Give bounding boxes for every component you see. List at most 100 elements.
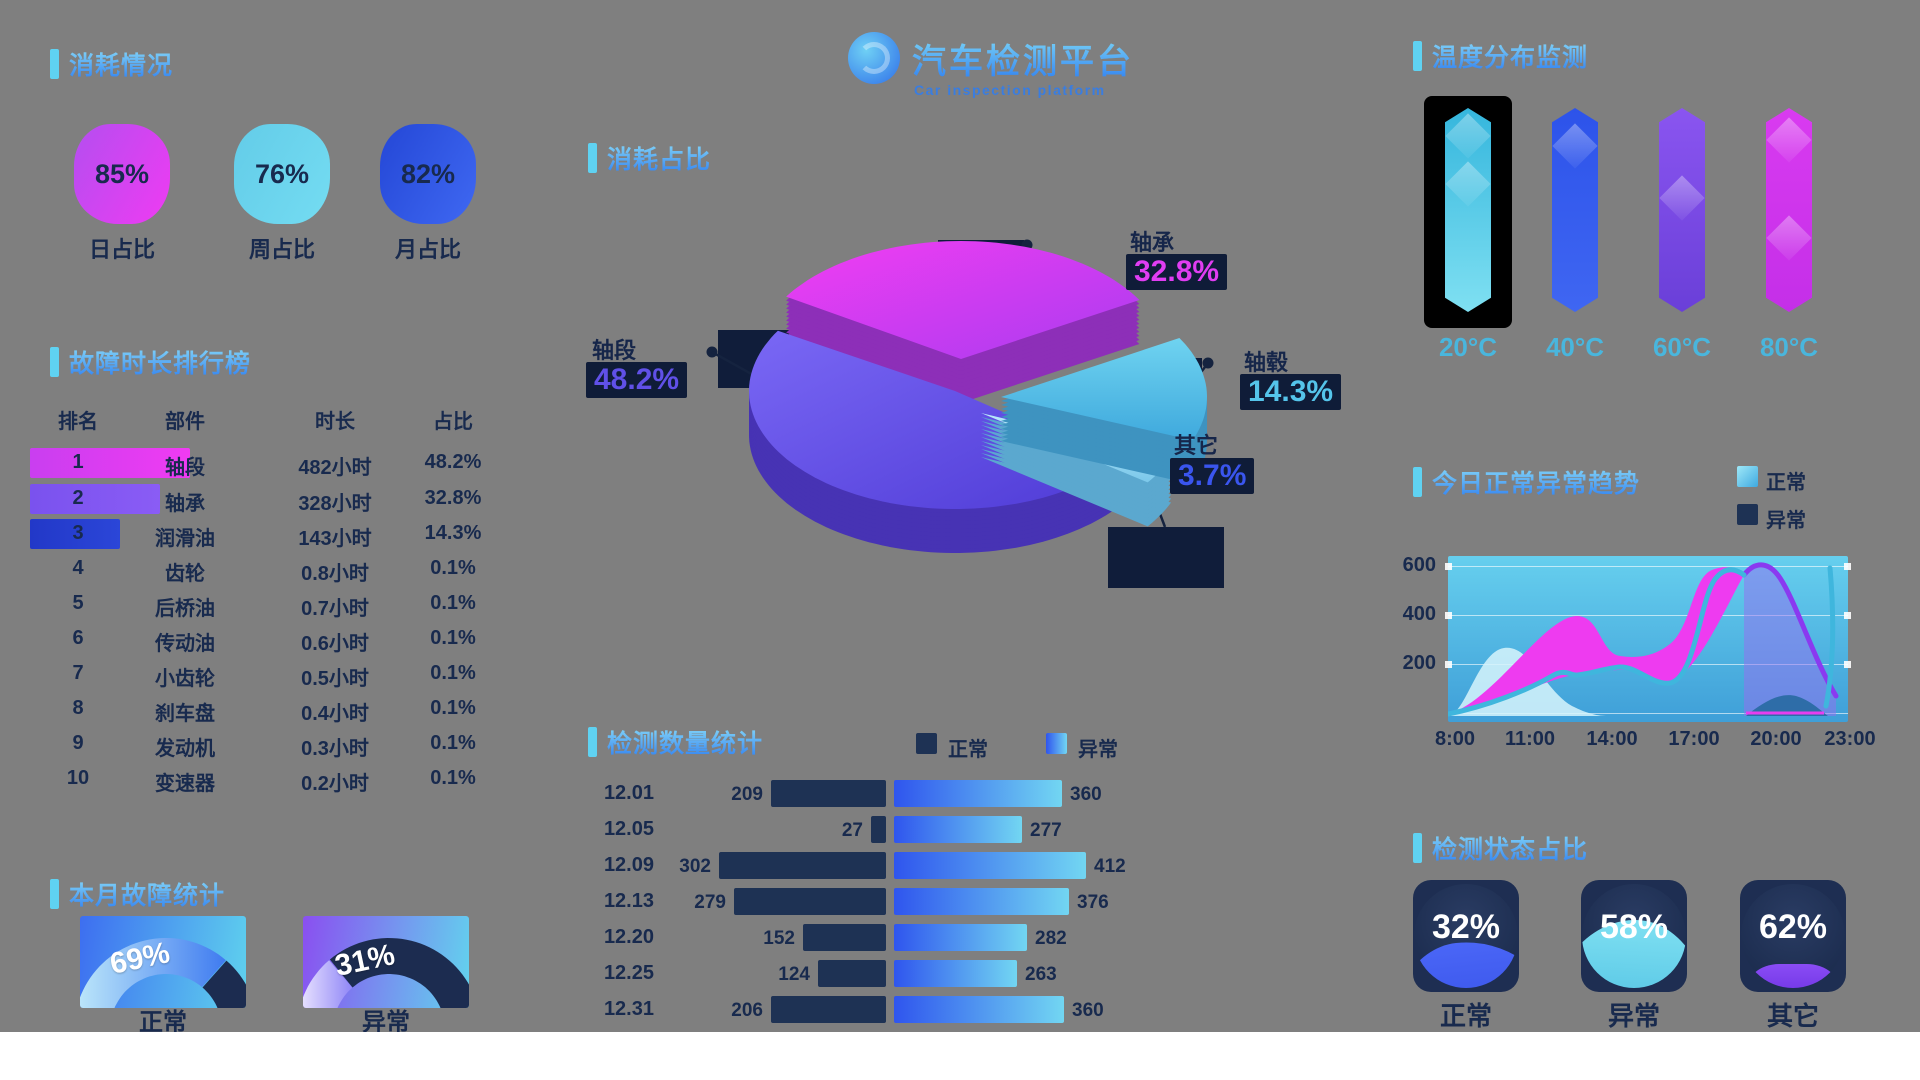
area-legend-normal: 正常	[1766, 472, 1806, 494]
area-ytick-600: 600	[1402, 554, 1436, 576]
gauge-normal-label: 正常	[139, 1009, 187, 1036]
liquid-other-value: 62%	[1758, 908, 1828, 946]
table-cell: 0.5小时	[301, 668, 369, 690]
table-cell: 0.1%	[430, 732, 476, 754]
thermo-label-60: 60°C	[1652, 332, 1712, 362]
title-tick-icon	[50, 347, 59, 377]
area-legend-abnormal: 异常	[1766, 510, 1806, 532]
liquid-abnormal-card	[1581, 880, 1687, 992]
tornado-right-value: 360	[1072, 1000, 1104, 1021]
table-cell: 8	[72, 697, 84, 719]
area-xtick: 17:00	[1668, 728, 1720, 750]
gauge-arc	[303, 938, 469, 1008]
tornado-left-bar	[771, 780, 886, 807]
rank-top3-bar	[30, 519, 120, 549]
table-cell: 0.1%	[430, 627, 476, 649]
section-liquid-title: 检测状态占比	[1413, 830, 1588, 866]
tornado-right-value: 412	[1094, 856, 1126, 877]
area-xtick: 11:00	[1504, 728, 1556, 750]
table-cell: 6	[72, 627, 84, 649]
grid-marker	[1844, 563, 1851, 570]
title-tick-icon	[588, 143, 597, 173]
table-cell: 0.8小时	[301, 563, 369, 585]
area-legend-abnormal-icon	[1737, 504, 1758, 525]
title-tick-icon	[588, 727, 597, 757]
table-cell: 2	[72, 487, 84, 509]
liquid-other-card	[1740, 880, 1846, 992]
liquid-abnormal-value: 58%	[1599, 908, 1669, 946]
stat-card-day: 85%	[74, 124, 170, 224]
gridline	[1448, 566, 1848, 567]
table-cell: 0.6小时	[301, 633, 369, 655]
tornado-right-bar	[894, 996, 1064, 1023]
gridline	[1448, 615, 1848, 616]
table-cell: 刹车盘	[155, 703, 215, 725]
grid-marker	[1844, 661, 1851, 668]
table-cell: 5	[72, 592, 84, 614]
tornado-right-bar	[894, 852, 1086, 879]
rank-top1-bar	[30, 448, 190, 478]
area-ytick-200: 200	[1402, 652, 1436, 674]
liquid-normal-value: 32%	[1431, 908, 1501, 946]
table-cell: 328小时	[298, 493, 372, 515]
table-cell: 0.1%	[430, 767, 476, 789]
pie-value-zhoucheng: 32.8%	[1126, 254, 1228, 290]
gauge-abnormal-label: 异常	[362, 1009, 410, 1036]
tornado-right-bar	[894, 816, 1022, 843]
tornado-date: 12.01	[603, 782, 654, 804]
liquid-other-label: 其它	[1766, 1001, 1819, 1031]
table-cell: 143小时	[298, 528, 372, 550]
section-stat-title: 消耗情况	[50, 46, 173, 82]
pie-label-zhoucheng: 轴承	[1130, 230, 1175, 255]
tornado-right-bar	[894, 888, 1069, 915]
table-cell: 14.3%	[424, 522, 482, 544]
liquid-circle	[1414, 884, 1518, 988]
table-cell: 0.1%	[430, 662, 476, 684]
rank-header-duration: 时长	[315, 411, 355, 433]
section-tornado-title: 检测数量统计	[588, 724, 763, 760]
area-ytick-400: 400	[1402, 603, 1436, 625]
pie-value-other: 3.7%	[1170, 458, 1255, 494]
table-cell: 0.7小时	[301, 598, 369, 620]
table-cell: 变速器	[155, 773, 215, 795]
gridline	[1448, 713, 1848, 714]
tornado-left-value: 302	[679, 856, 711, 877]
tornado-date: 12.31	[603, 998, 654, 1020]
section-gauge-title: 本月故障统计	[50, 876, 225, 912]
title-tick-icon	[50, 49, 59, 79]
table-cell: 0.1%	[430, 557, 476, 579]
app-logo-icon	[848, 32, 900, 84]
liquid-normal-card	[1413, 880, 1519, 992]
stat-card-month-label: 月占比	[394, 237, 461, 262]
page-title: 汽车检测平台	[912, 34, 1134, 83]
area-xtick: 8:00	[1434, 728, 1476, 750]
tornado-legend-abnormal: 异常	[1078, 739, 1118, 761]
tornado-left-bar	[803, 924, 886, 951]
tornado-date: 12.09	[603, 854, 654, 876]
pie-value-zhougu: 14.3%	[1240, 374, 1342, 410]
table-cell: 后桥油	[155, 598, 215, 620]
table-cell: 轴段	[165, 457, 205, 479]
tornado-date: 12.05	[603, 818, 654, 840]
area-legend-normal-icon	[1737, 466, 1758, 487]
table-cell: 0.3小时	[301, 738, 369, 760]
rank-header-rank: 排名	[58, 411, 98, 433]
table-cell: 齿轮	[165, 563, 205, 585]
tornado-legend-abnormal-icon	[1046, 733, 1067, 754]
thermo-label-80: 80°C	[1759, 332, 1819, 362]
thermo-label-20: 20°C	[1438, 332, 1498, 362]
tornado-right-value: 360	[1070, 784, 1102, 805]
thermo-label-40: 40°C	[1545, 332, 1605, 362]
grid-marker	[1445, 563, 1452, 570]
table-cell: 润滑油	[155, 528, 215, 550]
tornado-left-bar	[719, 852, 886, 879]
liquid-circle	[1582, 884, 1686, 988]
grid-marker	[1844, 612, 1851, 619]
rank-top2-bar	[30, 484, 160, 514]
rank-header-share: 占比	[433, 411, 473, 433]
pie-label-zhougu: 轴毂	[1244, 350, 1289, 375]
table-cell: 3	[72, 522, 84, 544]
title-tick-icon	[50, 879, 59, 909]
pie-label-zhouduan: 轴段	[592, 338, 637, 363]
section-pie-title: 消耗占比	[588, 140, 711, 176]
